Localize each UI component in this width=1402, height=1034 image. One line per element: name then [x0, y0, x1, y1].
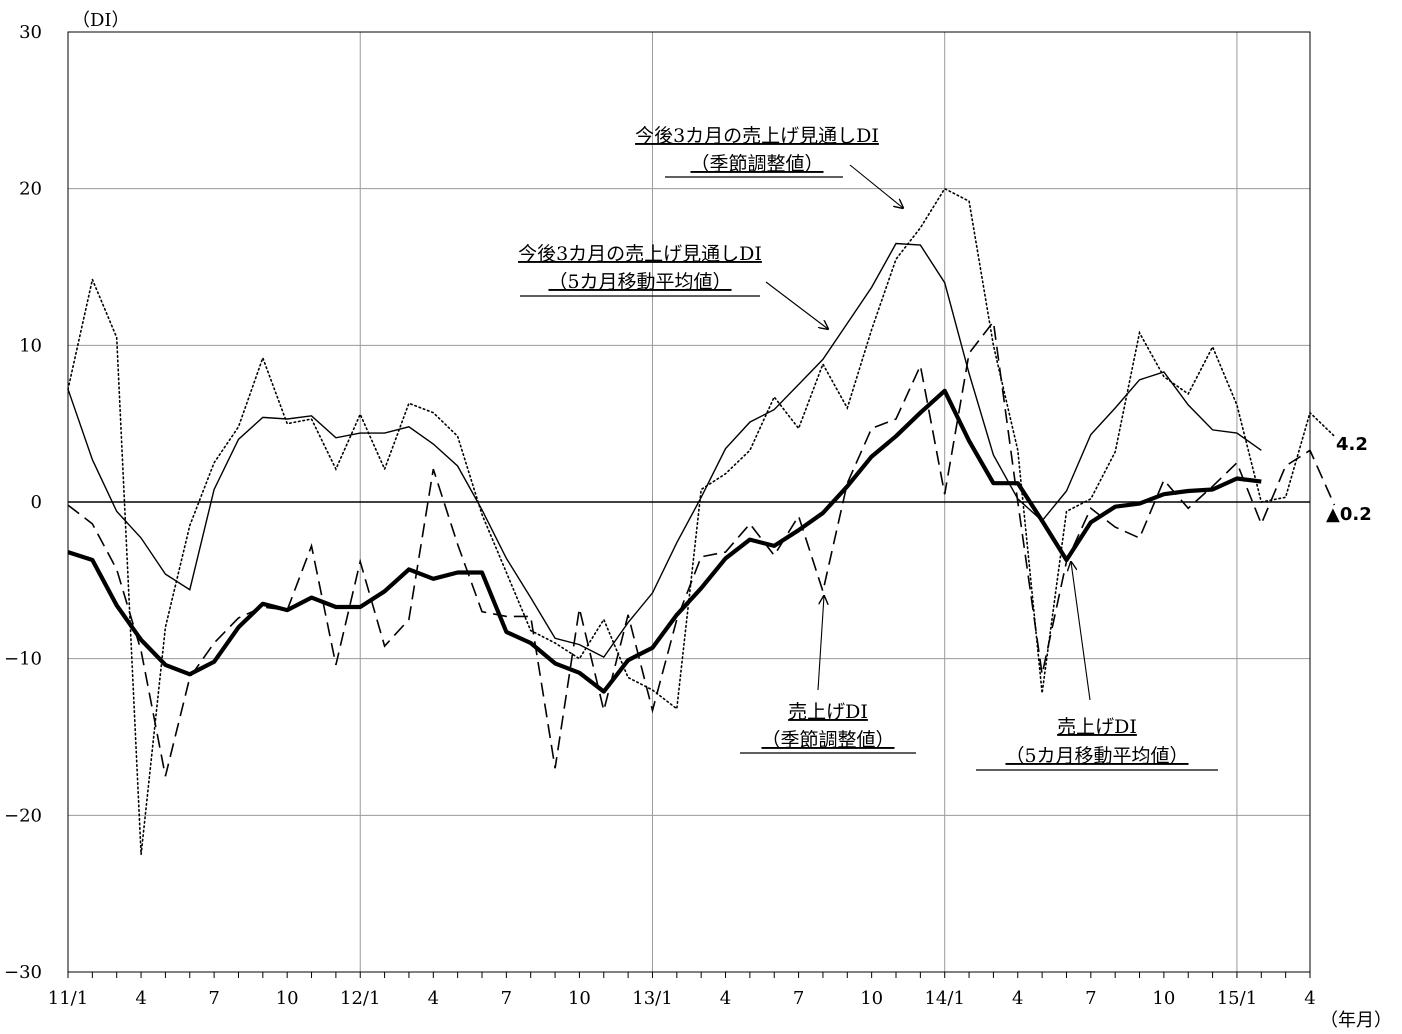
x-tick-label: 4	[1012, 988, 1023, 1009]
x-tick-label: 7	[1085, 988, 1096, 1009]
x-tick-label: 10	[1152, 988, 1175, 1009]
y-tick-label: 30	[19, 22, 42, 43]
annotation-sales-seasonal: 売上げDI （季節調整値）	[740, 596, 916, 754]
x-tick-label: 4	[135, 988, 146, 1009]
annotation-arrow	[817, 596, 824, 691]
annotation-arrow	[765, 281, 828, 329]
annotation-forecast-seasonal-line2: （季節調整値）	[690, 153, 823, 175]
series-sales-seasonal	[67, 319, 1336, 777]
y-axis-label: （DI）	[72, 10, 130, 31]
x-tick-label: 12/1	[340, 988, 380, 1009]
y-tick-label: 20	[19, 179, 42, 200]
y-tick-label: 10	[19, 335, 42, 356]
plot-frame	[67, 31, 1311, 973]
end-label-sales: ▲0.2	[1326, 504, 1372, 525]
x-tick-label: 10	[568, 988, 591, 1009]
x-tick-label: 7	[501, 988, 512, 1009]
series-lines	[67, 187, 1336, 855]
annotation-forecast-moving-average-line1: 今後3カ月の売上げ見通しDI	[518, 243, 762, 265]
end-label-forecast: 4.2	[1336, 434, 1368, 455]
annotation-arrow	[1071, 562, 1091, 701]
x-tick-label: 7	[793, 988, 804, 1009]
annotation-forecast-moving-average-line2: （5カ月移動平均値）	[548, 271, 731, 293]
x-axis-label: （年月）	[1320, 1010, 1392, 1031]
annotation-sales-seasonal-line1: 売上げDI	[788, 701, 868, 723]
x-tick-label: 14/1	[924, 988, 964, 1009]
series-forecast-moving-average	[67, 242, 1262, 659]
x-tick-label: 7	[208, 988, 219, 1009]
annotation-forecast-moving-average: 今後3カ月の売上げ見通しDI （5カ月移動平均値）	[518, 243, 828, 329]
y-tick-label: −30	[4, 962, 42, 983]
x-tick-label: 4	[720, 988, 731, 1009]
x-tick-label: 15/1	[1217, 988, 1257, 1009]
x-tick-label: 10	[860, 988, 883, 1009]
x-tick-labels: 11/1 4 7 10 12/1 4 7 10 13/1 4 7 10 14/1 4 7 10 15/1 4	[48, 988, 1316, 1009]
x-tick-label: 13/1	[632, 988, 672, 1009]
annotation-forecast-seasonal: 今後3カ月の売上げ見通しDI （季節調整値）	[635, 125, 903, 208]
y-tick-label: 0	[31, 492, 42, 513]
y-tick-label: −10	[4, 649, 42, 670]
annotation-arrow	[849, 164, 903, 208]
series-sales-moving-average	[67, 388, 1262, 694]
annotation-sales-moving-average-line2: （5カ月移動平均値）	[1005, 745, 1188, 767]
series-forecast-seasonal	[67, 187, 1336, 855]
annotation-sales-moving-average-line1: 売上げDI	[1057, 716, 1137, 738]
annotation-sales-seasonal-line2: （季節調整値）	[761, 729, 894, 751]
x-tick-label: 4	[1304, 988, 1315, 1009]
x-tick-label: 4	[428, 988, 439, 1009]
annotation-sales-moving-average: 売上げDI （5カ月移動平均値）	[976, 562, 1218, 771]
x-tick-label: 11/1	[48, 988, 88, 1009]
y-tick-labels: 30 20 10 0 −10 −20 −30	[4, 22, 42, 983]
annotation-forecast-seasonal-line1: 今後3カ月の売上げ見通しDI	[635, 125, 879, 147]
y-tick-label: −20	[4, 805, 42, 826]
x-tick-label: 10	[276, 988, 299, 1009]
